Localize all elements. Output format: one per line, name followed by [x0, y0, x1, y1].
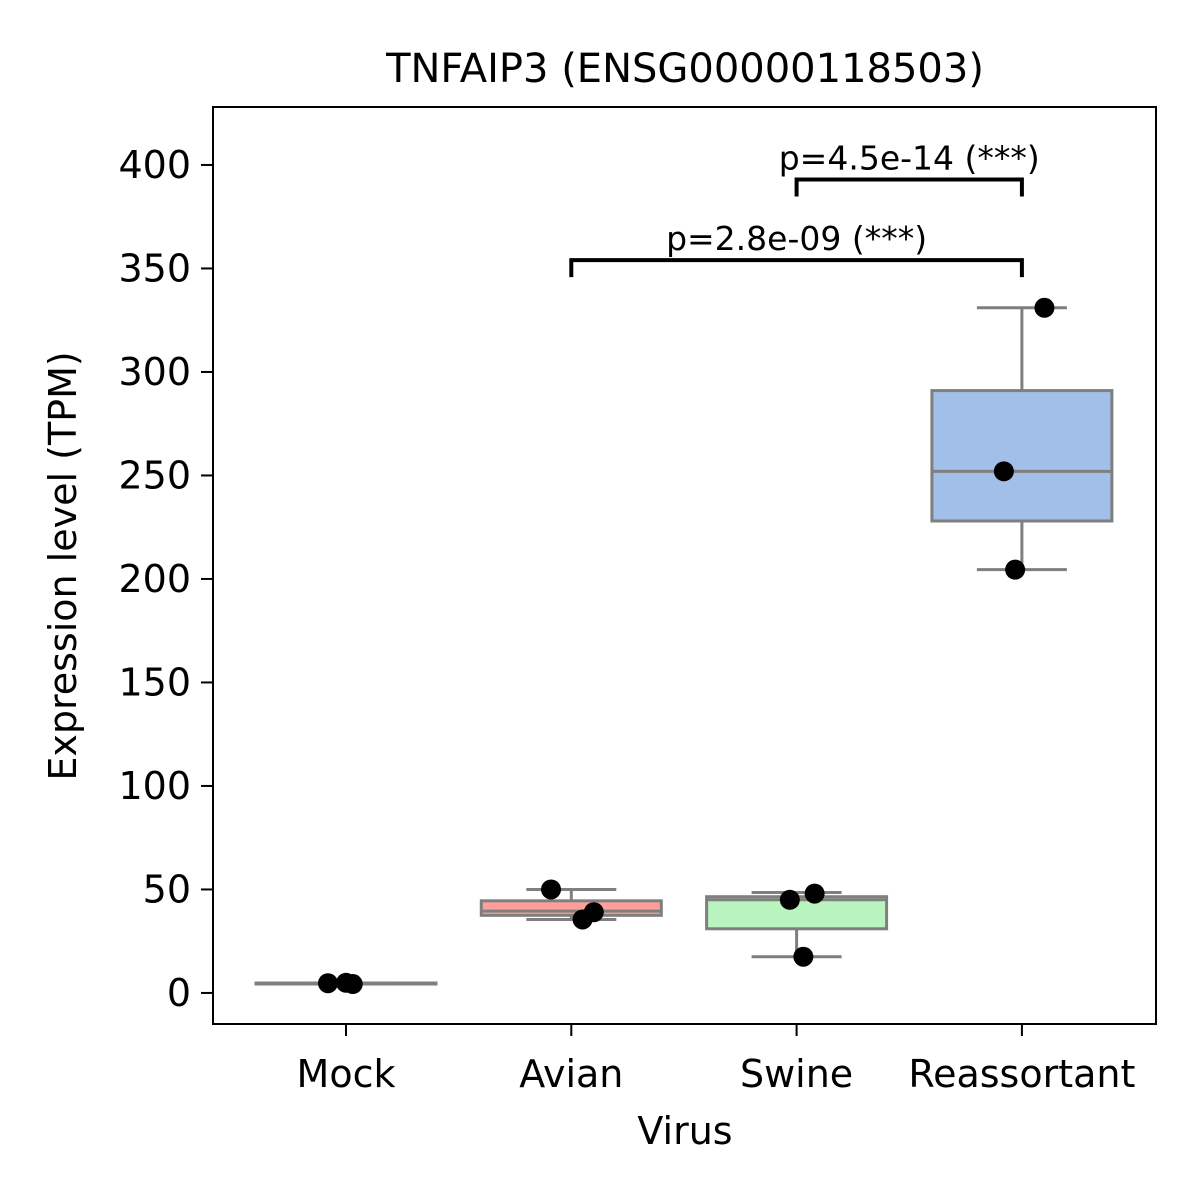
data-point [1005, 559, 1026, 580]
y-tick-label: 100 [118, 764, 191, 808]
y-tick-label: 300 [118, 350, 191, 394]
x-tick-label: Swine [740, 1052, 853, 1096]
data-point [993, 461, 1014, 482]
data-point [804, 883, 825, 904]
points-avian [541, 879, 604, 930]
x-tick-label: Mock [297, 1052, 396, 1096]
box-body [479, 899, 663, 917]
bracket-line [569, 258, 1024, 278]
y-tick-label: 400 [118, 143, 191, 187]
y-tick-label: 250 [118, 453, 191, 497]
data-point [317, 973, 338, 994]
significance-bracket-2: p=4.5e-14 (***) [779, 138, 1040, 197]
x-axis-label: Virus [637, 1109, 732, 1153]
points-swine [779, 883, 825, 967]
box-reassortant [930, 306, 1114, 572]
box-body [930, 389, 1114, 523]
y-tick-label: 200 [118, 557, 191, 601]
y-tick-label: 50 [143, 867, 191, 911]
data-point [793, 946, 814, 967]
x-tick-label: Reassortant [908, 1052, 1135, 1096]
data-point [1034, 297, 1055, 318]
points-mock [317, 972, 363, 995]
x-tick-label: Avian [519, 1052, 623, 1096]
box-avian [479, 887, 663, 921]
data-point [342, 974, 363, 995]
data-point [583, 902, 604, 923]
y-tick-label: 350 [118, 246, 191, 290]
data-point [541, 879, 562, 900]
data-point [779, 889, 800, 910]
y-tick-label: 150 [118, 660, 191, 704]
y-tick-label: 0 [167, 971, 191, 1015]
axes: 0 50 100 150 200 250 300 350 400 Mock Avian Swine Re… [118, 143, 1135, 1096]
chart-title: TNFAIP3 (ENSG00000118503) [385, 46, 984, 92]
points-reassortant [993, 297, 1055, 580]
y-axis-label: Expression level (TPM) [41, 351, 85, 780]
plot-area: p=2.8e-09 (***) p=4.5e-14 (***) [254, 138, 1114, 995]
plot-frame [212, 106, 1157, 1025]
bracket-line [794, 177, 1024, 197]
significance-bracket-1: p=2.8e-09 (***) [569, 219, 1024, 278]
p-value-label: p=2.8e-09 (***) [666, 219, 927, 258]
p-value-label: p=4.5e-14 (***) [779, 138, 1040, 177]
